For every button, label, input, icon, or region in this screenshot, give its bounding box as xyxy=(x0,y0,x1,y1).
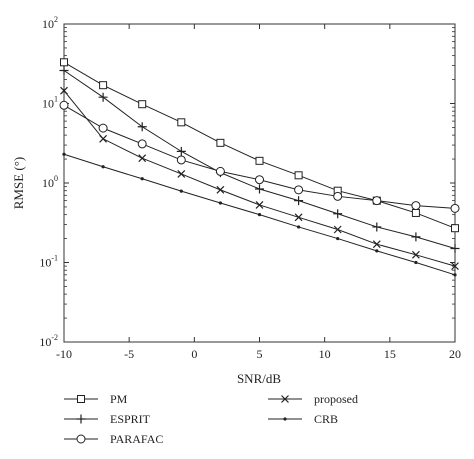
axis-ticks: -10 -5 0 5 10 15 20 10-2 10-1 100 101 102 xyxy=(39,15,461,361)
data-point-proposed xyxy=(255,200,264,209)
data-point-pm xyxy=(294,171,303,180)
data-point-crb xyxy=(297,225,301,229)
y-tick-label: 10-1 xyxy=(39,254,58,270)
data-point-esprit xyxy=(137,122,147,132)
data-point-proposed xyxy=(372,240,381,249)
legend-item-parafac: PARAFAC xyxy=(64,432,163,446)
data-point-crb xyxy=(453,273,457,277)
data-point-proposed xyxy=(99,134,108,143)
data-point-parafac xyxy=(372,196,382,206)
data-point-pm xyxy=(177,118,186,127)
data-point-pm xyxy=(451,224,459,233)
legend-label-esprit: ESPRIT xyxy=(110,412,151,426)
legend-item-proposed: proposed xyxy=(268,392,358,406)
data-point-parafac xyxy=(176,155,186,165)
x-tick-label: 20 xyxy=(449,347,461,361)
legend-marker-proposed xyxy=(281,395,289,403)
data-point-pm xyxy=(60,58,68,67)
data-point-parafac xyxy=(215,166,225,176)
data-point-proposed xyxy=(451,262,459,271)
data-point-esprit xyxy=(294,196,304,206)
data-point-crb xyxy=(140,177,144,181)
legend-label-crb: CRB xyxy=(314,412,338,426)
data-point-proposed xyxy=(294,213,303,222)
data-point-parafac xyxy=(450,203,460,213)
data-point-crb xyxy=(218,201,222,205)
data-point-esprit xyxy=(333,209,343,219)
legend-marker-pm xyxy=(77,395,85,403)
series-crb xyxy=(62,152,457,277)
data-point-pm xyxy=(216,138,225,147)
y-tick-label: 102 xyxy=(42,15,58,31)
x-tick-label: -10 xyxy=(56,347,72,361)
data-point-parafac xyxy=(255,175,264,185)
data-point-parafac xyxy=(294,185,304,195)
series-pm xyxy=(60,58,459,233)
data-point-parafac xyxy=(137,139,147,149)
data-point-proposed xyxy=(138,154,147,163)
legend-marker-crb xyxy=(283,417,287,421)
data-point-pm xyxy=(255,156,264,165)
data-point-esprit xyxy=(255,184,264,194)
data-point-pm xyxy=(138,100,147,109)
data-point-parafac xyxy=(411,201,421,211)
series-esprit xyxy=(59,66,460,254)
data-point-crb xyxy=(62,152,66,156)
data-point-proposed xyxy=(177,170,186,178)
x-axis-label: SNR/dB xyxy=(237,371,281,386)
data-point-crb xyxy=(101,165,105,169)
x-tick-label: -5 xyxy=(124,347,134,361)
data-point-parafac xyxy=(333,191,343,201)
legend-label-parafac: PARAFAC xyxy=(110,432,163,446)
data-point-esprit xyxy=(59,66,69,76)
legend-item-pm: PM xyxy=(64,392,128,406)
data-point-parafac xyxy=(98,123,108,133)
data-point-esprit xyxy=(176,146,186,156)
data-point-proposed xyxy=(60,86,68,95)
data-point-pm xyxy=(99,81,108,90)
legend-item-esprit: ESPRIT xyxy=(64,412,151,426)
series-proposed xyxy=(60,86,459,271)
data-point-esprit xyxy=(98,92,108,102)
data-point-proposed xyxy=(216,185,225,194)
data-point-esprit xyxy=(372,222,382,232)
data-point-crb xyxy=(375,249,379,253)
legend: PM ESPRIT PARAFAC proposed CRB xyxy=(64,392,358,446)
x-tick-label: 5 xyxy=(257,347,263,361)
data-point-crb xyxy=(257,213,262,217)
data-point-crb xyxy=(414,260,418,265)
y-tick-label: 100 xyxy=(42,174,58,190)
series-parafac xyxy=(59,100,460,213)
legend-label-proposed: proposed xyxy=(314,392,358,406)
x-tick-label: 10 xyxy=(319,347,331,361)
y-tick-label: 10-2 xyxy=(39,333,58,349)
data-point-parafac xyxy=(59,100,69,110)
x-tick-label: 15 xyxy=(384,347,396,361)
legend-item-crb: CRB xyxy=(268,412,338,426)
data-point-proposed xyxy=(333,225,342,234)
data-point-crb xyxy=(336,236,340,241)
data-point-proposed xyxy=(411,250,420,259)
data-point-pm xyxy=(411,208,420,217)
legend-marker-parafac xyxy=(76,434,86,444)
data-point-esprit xyxy=(450,244,460,254)
legend-label-pm: PM xyxy=(110,392,128,406)
data-point-esprit xyxy=(411,232,421,242)
legend-marker-esprit xyxy=(76,414,86,424)
data-point-crb xyxy=(179,189,183,193)
x-tick-label: 0 xyxy=(191,347,197,361)
y-tick-label: 101 xyxy=(42,95,58,111)
y-axis-label: RMSE (°) xyxy=(11,157,26,210)
series-layer xyxy=(59,58,460,277)
